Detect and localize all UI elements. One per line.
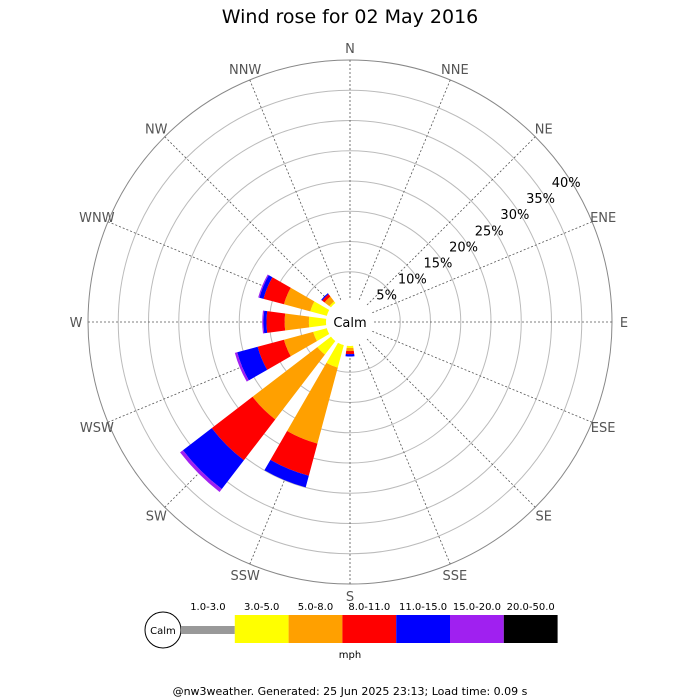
direction-label: N <box>345 42 355 57</box>
ring-label: 10% <box>398 272 427 287</box>
sector-segment <box>263 310 268 334</box>
direction-label: ESE <box>591 421 616 436</box>
sector-segment <box>252 347 325 420</box>
sector-segment <box>262 310 265 334</box>
sector-segment <box>263 277 291 305</box>
ring-label: 25% <box>475 224 504 239</box>
sector-segment <box>266 311 286 333</box>
direction-label: SE <box>536 510 552 525</box>
sector-segment <box>264 459 309 488</box>
ring-labels: 5%10%15%20%25%30%35%40% <box>376 176 580 303</box>
ring-label: 30% <box>500 208 529 223</box>
sector-segment <box>287 362 338 444</box>
sector-segment <box>329 301 336 308</box>
sector-segment <box>180 450 222 492</box>
direction-label: NE <box>535 122 553 137</box>
legend-range-label: 1.0-3.0 <box>190 602 225 613</box>
grid-ring <box>238 210 462 434</box>
legend-swatch <box>181 626 235 634</box>
grid-spoke <box>357 340 451 565</box>
sector-segment <box>324 296 335 307</box>
sector-segment <box>317 334 338 355</box>
sector-segment <box>322 294 331 303</box>
legend-swatch <box>503 615 558 643</box>
calm-center: Calm <box>326 298 374 346</box>
direction-label: W <box>70 316 83 331</box>
direction-label: ENE <box>590 211 616 226</box>
ring-label: 40% <box>552 176 581 191</box>
ring-label: 5% <box>376 288 397 303</box>
speed-legend: Calm 1.0-3.0 3.0-5.0 5.0-8.0 8.0-11.0 11.0-1… <box>144 602 558 661</box>
legend-swatch <box>396 615 450 643</box>
ring-label: 35% <box>526 192 555 207</box>
sector-segment <box>308 316 331 328</box>
ring-label: 15% <box>423 256 452 271</box>
sector-segment <box>257 339 291 370</box>
legend-swatch <box>342 615 397 643</box>
direction-label: WNW <box>79 211 115 226</box>
legend-range-label: 15.0-20.0 <box>453 602 501 613</box>
direction-label: S <box>346 590 354 605</box>
sector-segment <box>182 428 244 490</box>
grid-spoke <box>363 335 536 508</box>
sector-segment <box>326 339 345 368</box>
sector-segment <box>270 431 318 476</box>
calm-label: Calm <box>333 316 366 331</box>
legend-range-label: 8.0-11.0 <box>348 602 390 613</box>
ring-label: 20% <box>449 240 478 255</box>
legend-swatch <box>288 615 343 643</box>
chart-title: Wind rose for 02 May 2016 <box>222 6 479 28</box>
grid-spoke <box>164 136 337 309</box>
sector-segment <box>345 353 355 357</box>
direction-label: SSE <box>442 569 467 584</box>
direction-label: SSW <box>230 569 260 584</box>
sector-segment <box>310 301 333 317</box>
grid-spoke <box>249 79 343 304</box>
grid-spoke <box>368 221 593 315</box>
legend-range-label: 5.0-8.0 <box>298 602 333 613</box>
direction-label: NW <box>145 122 168 137</box>
footer-text: @nw3weather. Generated: 25 Jun 2025 23:1… <box>173 685 528 698</box>
legend-swatch <box>450 615 504 643</box>
sector-segment <box>346 347 354 352</box>
legend-bins: 1.0-3.0 3.0-5.0 5.0-8.0 8.0-11.0 11.0-15.0 15… <box>181 602 558 643</box>
grid-ring <box>178 150 522 494</box>
sector-segment <box>283 331 317 357</box>
direction-labels: N NNE NE ENE E ESE SE SSE S SSW SW WSW W WNW NW NNW <box>70 42 629 605</box>
direction-label: SW <box>146 510 167 525</box>
wind-sectors <box>180 274 355 492</box>
sector-segment <box>321 293 329 301</box>
sector-segment <box>234 352 249 382</box>
sector-segment <box>237 346 268 381</box>
sector-segment <box>345 350 355 355</box>
legend-swatch <box>234 615 289 643</box>
legend-range-label: 11.0-15.0 <box>399 602 447 613</box>
calm-circle <box>326 298 374 346</box>
grid-ring <box>117 89 583 555</box>
sector-segment <box>258 274 269 298</box>
legend-range-label: 3.0-5.0 <box>244 602 279 613</box>
sector-segment <box>283 287 315 312</box>
direction-label: E <box>620 316 628 331</box>
direction-label: WSW <box>80 421 114 436</box>
sector-segment <box>259 275 273 299</box>
sector-segment <box>284 313 310 331</box>
direction-label: NNW <box>229 63 261 78</box>
legend-range-label: 20.0-50.0 <box>507 602 555 613</box>
sector-segment <box>211 396 276 461</box>
grid-spoke <box>357 79 451 304</box>
legend-calm-label: Calm <box>150 626 176 637</box>
legend-unit: mph <box>339 650 361 661</box>
grid-spoke <box>368 329 593 423</box>
direction-label: NNE <box>441 63 469 78</box>
grid-spoke <box>363 136 536 309</box>
